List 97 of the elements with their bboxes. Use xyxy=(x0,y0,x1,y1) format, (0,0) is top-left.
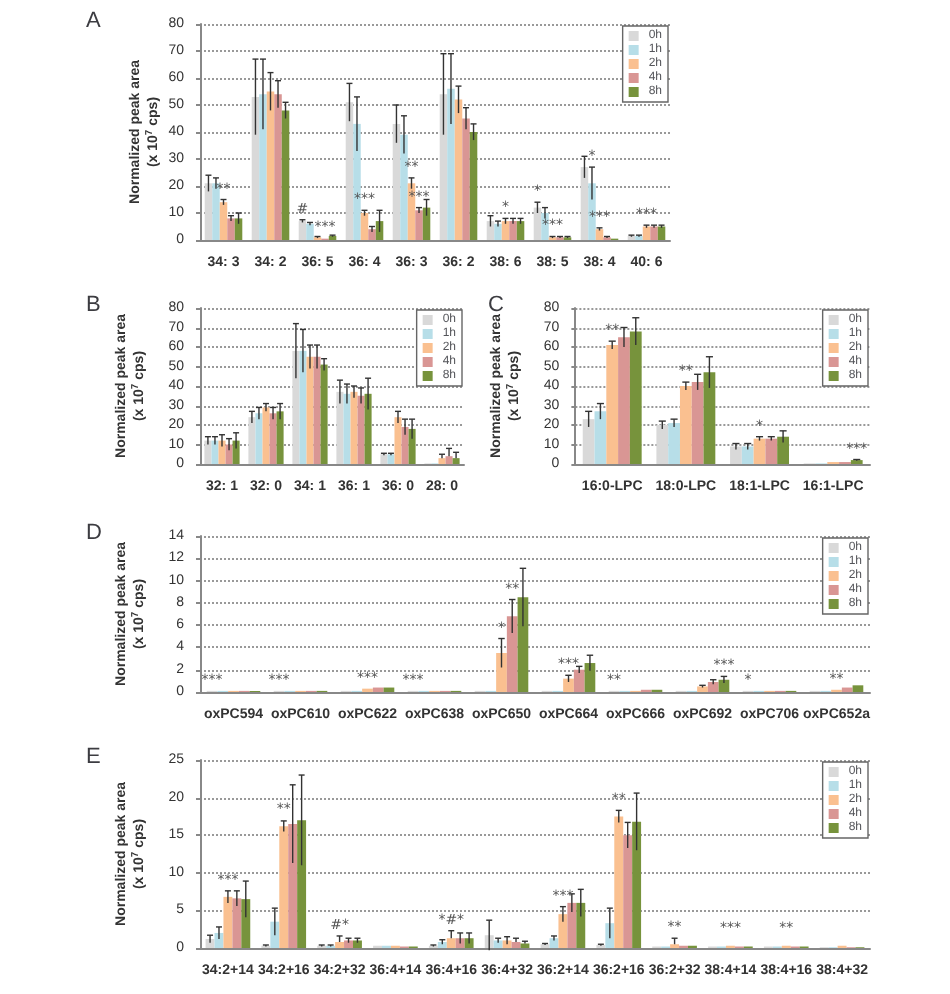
bar xyxy=(777,436,789,464)
bar xyxy=(262,407,270,464)
bar xyxy=(274,94,282,240)
bar xyxy=(501,221,510,240)
bar xyxy=(408,428,416,464)
bar xyxy=(691,382,704,464)
bar xyxy=(387,454,395,464)
bar xyxy=(211,440,219,464)
bar xyxy=(276,411,284,464)
bar xyxy=(606,345,619,464)
bar xyxy=(364,393,372,464)
bar xyxy=(580,167,589,240)
bar xyxy=(345,102,354,240)
bar xyxy=(656,425,669,464)
bar xyxy=(269,413,277,464)
bar xyxy=(343,393,351,464)
bar xyxy=(232,898,242,948)
bar xyxy=(533,207,542,240)
bar xyxy=(320,364,328,464)
bar xyxy=(360,213,369,240)
bar xyxy=(299,350,307,464)
bar xyxy=(415,210,423,240)
bar xyxy=(506,616,518,692)
bar xyxy=(219,202,228,240)
bar xyxy=(447,88,455,240)
bar xyxy=(255,413,263,464)
bar xyxy=(703,372,716,464)
bar xyxy=(594,411,607,464)
bar xyxy=(516,221,525,240)
bar xyxy=(632,821,642,948)
bar xyxy=(494,223,502,240)
bar xyxy=(439,94,448,240)
chart-title: D xyxy=(86,521,102,545)
bar xyxy=(306,223,314,240)
bar xyxy=(266,91,275,240)
bar xyxy=(454,99,463,240)
bar xyxy=(368,229,376,240)
bar xyxy=(281,110,290,240)
bar xyxy=(614,816,624,948)
bar xyxy=(298,221,307,240)
bar xyxy=(595,229,604,240)
bar xyxy=(496,653,507,692)
bar xyxy=(225,444,233,464)
bar xyxy=(679,386,692,464)
bar xyxy=(279,826,289,948)
bar xyxy=(852,685,864,692)
bar xyxy=(306,356,314,464)
bar xyxy=(438,458,446,464)
bar xyxy=(573,669,585,692)
bar xyxy=(623,835,633,948)
bar xyxy=(204,440,212,464)
bar xyxy=(212,183,220,240)
bar xyxy=(259,94,267,240)
bar xyxy=(567,902,577,948)
bar xyxy=(452,458,460,464)
bar xyxy=(350,391,358,464)
bar xyxy=(629,331,642,464)
bar xyxy=(741,446,754,464)
bar xyxy=(563,678,574,692)
bar xyxy=(234,218,243,240)
bar xyxy=(446,938,456,948)
bar xyxy=(400,134,408,240)
chart-title: C xyxy=(488,293,504,317)
bar xyxy=(650,226,658,240)
bar xyxy=(576,902,586,948)
bar xyxy=(753,438,766,464)
chart-title: E xyxy=(86,745,101,769)
bar xyxy=(248,417,256,464)
bar xyxy=(668,423,680,464)
bar xyxy=(336,391,344,464)
bar xyxy=(357,395,365,464)
bar xyxy=(401,426,409,464)
bar xyxy=(227,218,235,240)
bar xyxy=(445,456,453,464)
bar xyxy=(394,417,402,464)
bar xyxy=(241,899,251,948)
bar xyxy=(392,123,401,240)
bar xyxy=(204,183,213,240)
bar xyxy=(469,132,478,240)
bar xyxy=(288,823,298,948)
bar xyxy=(509,221,517,240)
bar xyxy=(765,438,778,464)
bar xyxy=(582,419,595,464)
bar xyxy=(730,446,742,464)
bar xyxy=(223,896,233,948)
bar xyxy=(297,820,307,948)
bar xyxy=(313,356,321,464)
bar xyxy=(462,118,470,240)
bar xyxy=(707,681,719,692)
bar xyxy=(558,914,568,948)
bar xyxy=(218,440,226,464)
chart-title: A xyxy=(86,9,102,33)
bar xyxy=(618,337,630,464)
bar xyxy=(335,941,345,948)
chart-title: B xyxy=(86,293,101,317)
bar xyxy=(380,454,388,464)
bar xyxy=(292,350,300,464)
